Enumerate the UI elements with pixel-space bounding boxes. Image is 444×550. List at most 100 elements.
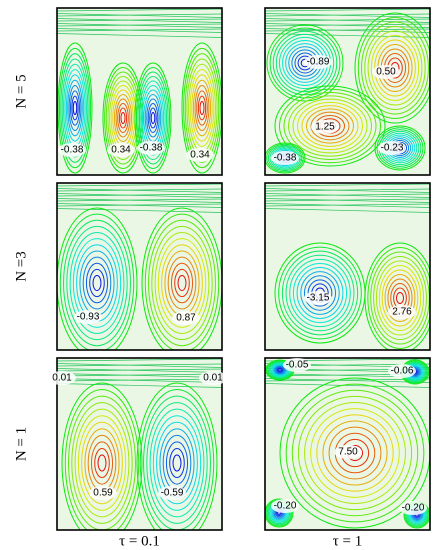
- contour-line: [57, 42, 93, 174]
- contour-line: [147, 103, 159, 133]
- contour-line: [364, 242, 430, 350]
- contour-line: [167, 256, 197, 310]
- contour-line: [300, 271, 340, 315]
- contour-line: [269, 146, 301, 170]
- background-contour: [57, 28, 222, 33]
- label-backdrop: [388, 305, 416, 319]
- label-backdrop: [399, 501, 427, 515]
- contour-line: [69, 232, 125, 334]
- contour-line: [61, 382, 143, 530]
- background-contour: [57, 188, 222, 192]
- contour-line: [57, 207, 138, 350]
- contour-line: [148, 219, 216, 347]
- contour-label: 0.34: [190, 150, 210, 161]
- contour-line: [279, 88, 381, 164]
- contour-line: [192, 79, 212, 137]
- contour-line: [72, 238, 122, 328]
- label-backdrop: [304, 291, 332, 305]
- contour-line: [364, 26, 426, 110]
- background-contour: [265, 198, 430, 202]
- panel-border: [264, 7, 431, 176]
- label-backdrop: [372, 65, 400, 79]
- background-contour: [57, 33, 222, 38]
- label-backdrop: [74, 310, 102, 324]
- label-backdrop: [388, 364, 416, 378]
- contour-line: [102, 62, 144, 174]
- contour-line: [265, 142, 306, 174]
- contour-label: 0.01: [52, 373, 72, 384]
- contour-label: -0.05: [286, 360, 309, 371]
- contour-line: [275, 366, 285, 374]
- row-label: N = 1: [13, 427, 29, 461]
- contour-line: [288, 95, 372, 157]
- contour-line: [316, 414, 394, 492]
- contour-line: [71, 402, 133, 524]
- contour-line: [120, 112, 126, 124]
- contour-line: [267, 144, 303, 172]
- contour-line: [92, 275, 102, 291]
- contour-line: [154, 232, 210, 334]
- contour-line: [181, 42, 222, 174]
- contour-line: [177, 275, 187, 291]
- contour-label: -0.20: [402, 503, 425, 514]
- contour-line: [310, 111, 350, 141]
- contour-line: [304, 402, 406, 504]
- background-contour: [265, 18, 430, 23]
- contour-line: [197, 95, 207, 121]
- background-contour: [57, 23, 222, 28]
- contour-line: [381, 269, 419, 327]
- contour-line: [373, 256, 427, 340]
- contour-line: [152, 415, 202, 511]
- contour-line: [135, 67, 171, 169]
- contour-line: [140, 80, 166, 156]
- contour-line: [113, 94, 133, 142]
- contour-line: [150, 112, 156, 124]
- background-contour: [265, 203, 430, 208]
- contour-line: [59, 213, 135, 350]
- background-contour: [57, 363, 222, 367]
- contour-line: [378, 265, 422, 331]
- contour-line: [90, 441, 114, 485]
- contour-line: [60, 53, 90, 163]
- label-backdrop: [58, 143, 86, 157]
- contour-line: [65, 74, 85, 142]
- contour-label: 1.25: [315, 122, 335, 133]
- background-contour: [57, 378, 222, 383]
- contour-line: [67, 79, 83, 137]
- contour-line: [141, 207, 222, 350]
- background-contour: [265, 23, 430, 27]
- contour-panel: [57, 183, 222, 350]
- contour-line: [307, 279, 333, 307]
- contour-line: [71, 95, 79, 121]
- column-label: τ = 0.1: [119, 533, 160, 549]
- row-label: N =3: [13, 251, 29, 282]
- background-contour: [265, 378, 430, 382]
- contour-line: [375, 260, 425, 336]
- contour-line: [194, 85, 210, 131]
- contour-line: [136, 382, 218, 530]
- contour-line: [279, 377, 430, 529]
- contour-line: [367, 247, 430, 349]
- column-label: τ = 1: [333, 533, 363, 549]
- contour-line: [396, 292, 404, 304]
- contour-line: [117, 103, 129, 133]
- background-contour: [57, 188, 222, 193]
- contour-line: [70, 90, 80, 126]
- contour-label: 0.87: [176, 313, 196, 324]
- background-contour: [57, 18, 222, 23]
- contour-line: [283, 92, 377, 160]
- background-contour: [265, 208, 430, 213]
- contour-label: -0.23: [381, 143, 404, 154]
- contour-line: [291, 389, 419, 517]
- contour-line: [138, 76, 168, 160]
- contour-line: [196, 90, 208, 126]
- contour-line: [296, 267, 344, 319]
- background-contour: [265, 383, 430, 388]
- background-contour: [57, 368, 222, 372]
- label-backdrop: [283, 358, 311, 372]
- contour-line: [274, 85, 386, 167]
- label-backdrop: [107, 143, 135, 157]
- contour-label: -0.06: [391, 366, 414, 377]
- background-contour: [57, 203, 222, 208]
